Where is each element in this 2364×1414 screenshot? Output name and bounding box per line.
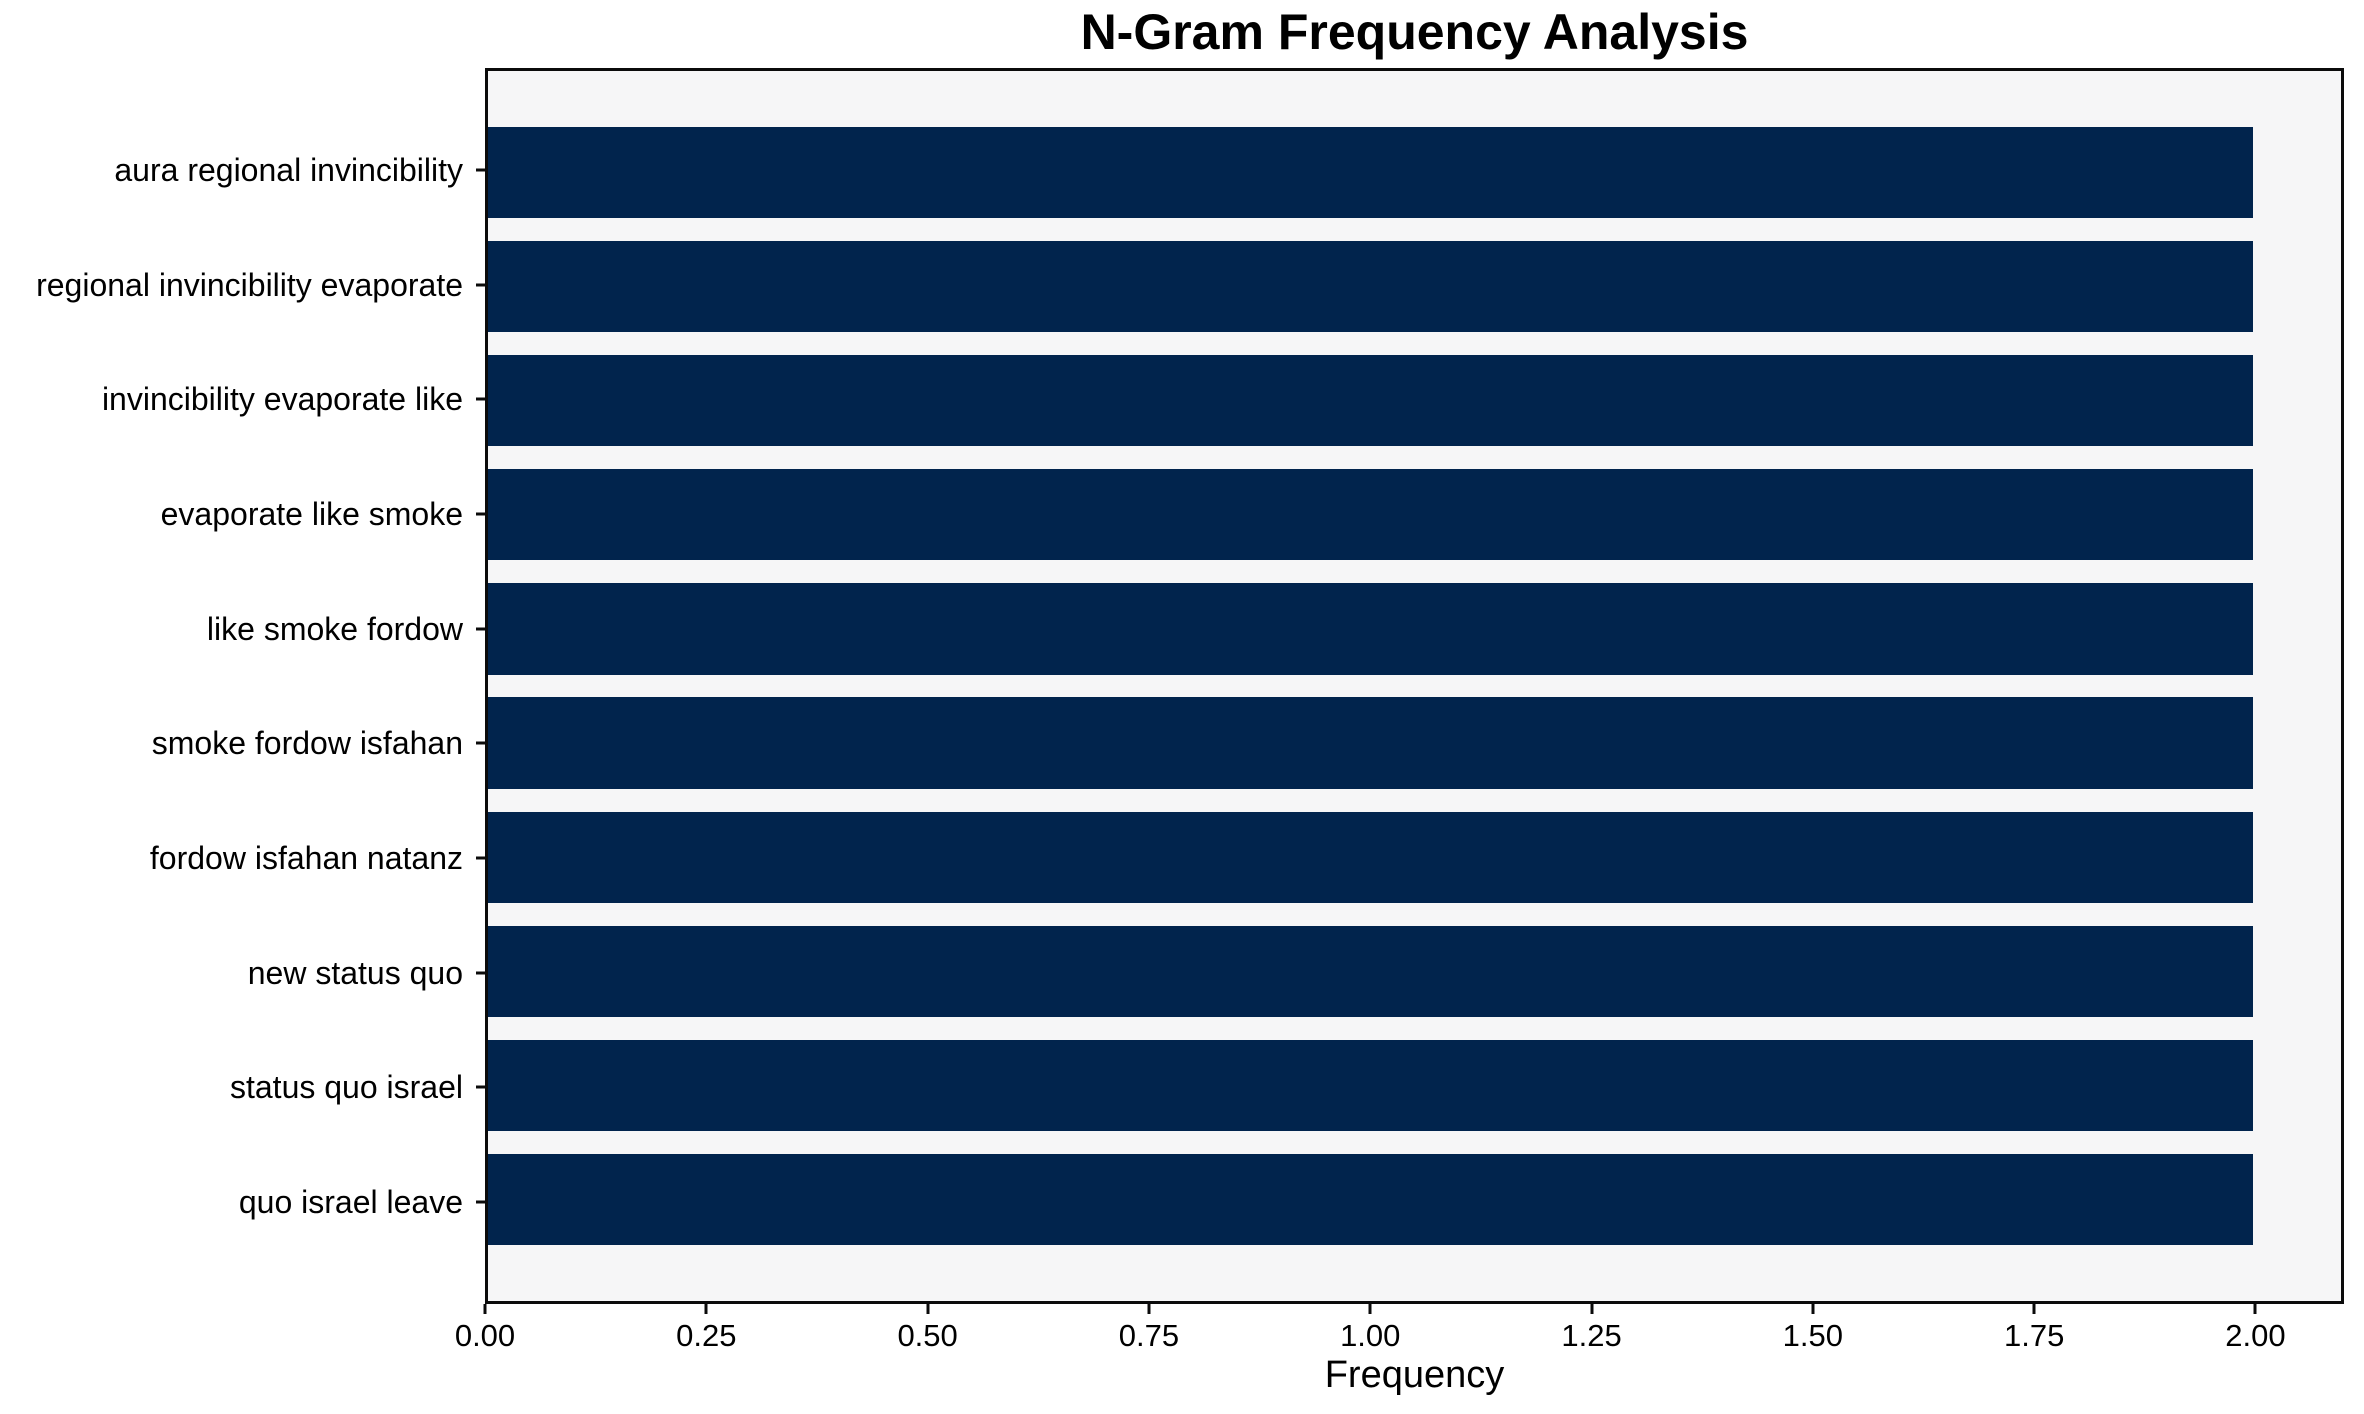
x-tick-7 <box>2032 1304 2036 1314</box>
x-tick-4 <box>1368 1304 1372 1314</box>
x-tick-label-4: 1.00 <box>1340 1318 1401 1353</box>
y-tick-8 <box>476 1085 485 1089</box>
x-axis-title: Frequency <box>1324 1354 1505 1396</box>
x-tick-0 <box>483 1304 487 1314</box>
x-tick-label-8: 2.00 <box>2225 1318 2286 1353</box>
y-label-9: quo israel leave <box>238 1183 463 1220</box>
bar-9 <box>488 1153 2253 1246</box>
x-tick-label-2: 0.50 <box>897 1318 958 1353</box>
bar-5 <box>488 697 2253 789</box>
x-tick-label-5: 1.25 <box>1561 1318 1622 1353</box>
x-tick-label-3: 0.75 <box>1118 1318 1180 1353</box>
y-label-6: fordow isfahan natanz <box>149 839 463 876</box>
x-tick-5 <box>1590 1304 1594 1314</box>
y-tick-5 <box>476 741 485 745</box>
bar-3 <box>488 469 2253 561</box>
chart-title: N-Gram Frequency Analysis <box>1080 4 1749 60</box>
y-label-1: regional invincibility evaporate <box>36 266 463 303</box>
y-label-7: new status quo <box>247 954 463 991</box>
x-tick-1 <box>704 1304 708 1314</box>
x-tick-label-7: 1.75 <box>2003 1318 2065 1353</box>
x-tick-2 <box>926 1304 930 1314</box>
y-label-3: evaporate like smoke <box>160 496 463 532</box>
y-label-8: status quo israel <box>229 1069 463 1106</box>
x-tick-label-0: 0.00 <box>454 1318 516 1353</box>
x-tick-label-6: 1.50 <box>1782 1318 1844 1353</box>
x-tick-label-1: 0.25 <box>676 1318 737 1353</box>
x-tick-6 <box>1811 1304 1815 1314</box>
bar-6 <box>488 811 2253 903</box>
y-tick-3 <box>476 512 485 516</box>
x-tick-3 <box>1147 1304 1151 1314</box>
bar-4 <box>488 583 2253 675</box>
y-tick-7 <box>476 971 485 975</box>
x-tick-8 <box>2253 1304 2257 1314</box>
bar-2 <box>488 355 2253 447</box>
y-tick-9 <box>476 1200 485 1204</box>
y-tick-6 <box>476 856 485 860</box>
y-tick-0 <box>476 168 485 172</box>
y-label-5: smoke fordow isfahan <box>151 725 463 762</box>
y-label-4: like smoke fordow <box>206 610 463 647</box>
bar-8 <box>488 1039 2253 1131</box>
bar-1 <box>488 241 2253 333</box>
y-tick-1 <box>476 283 485 287</box>
y-tick-2 <box>476 397 485 401</box>
bar-0 <box>488 126 2253 219</box>
y-tick-4 <box>476 627 485 631</box>
y-label-2: invincibility evaporate like <box>101 381 463 418</box>
bar-7 <box>488 925 2253 1017</box>
plot-area <box>485 68 2344 1304</box>
y-label-0: aura regional invincibility <box>114 152 463 189</box>
